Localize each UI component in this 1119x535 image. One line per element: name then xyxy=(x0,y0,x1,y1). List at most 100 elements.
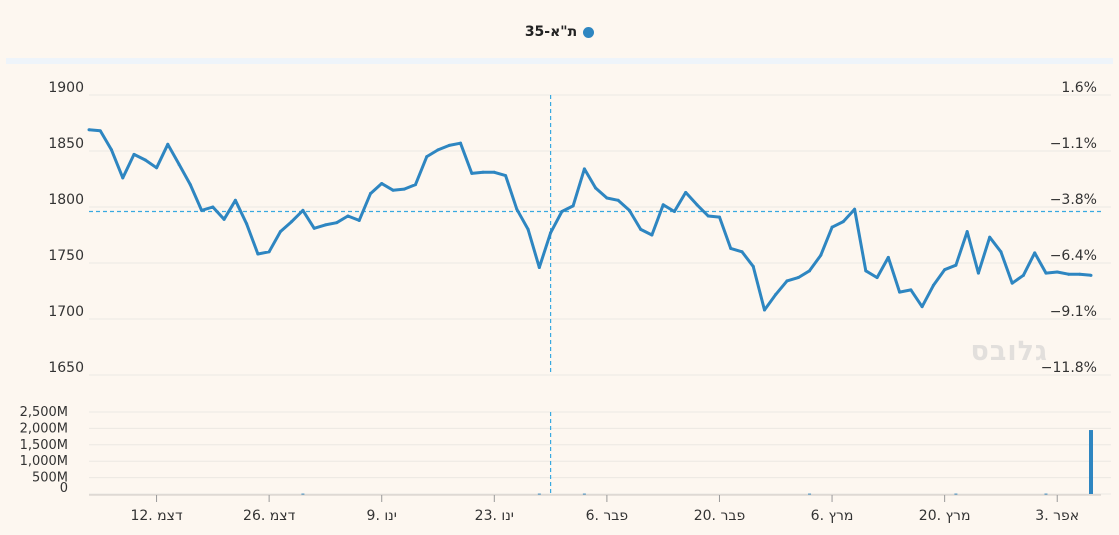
price-tick-label: 1900 xyxy=(48,80,84,96)
volume-bars xyxy=(301,430,1093,495)
date-tick-label: 3. אפר xyxy=(1035,508,1079,524)
legend-item[interactable]: ת"א-35 xyxy=(524,24,595,40)
price-point xyxy=(391,188,395,192)
price-point xyxy=(290,220,294,224)
price-point xyxy=(594,186,598,190)
volume-tick-label: 500M xyxy=(32,471,68,486)
volume-tick-label: 1,000M xyxy=(20,454,68,469)
price-point xyxy=(245,222,249,226)
price-point xyxy=(549,231,553,235)
price-point xyxy=(661,203,665,207)
price-point xyxy=(639,227,643,231)
volume-bar xyxy=(301,493,305,495)
price-point xyxy=(864,269,868,273)
price-point xyxy=(886,255,890,259)
price-point xyxy=(909,288,913,292)
price-point xyxy=(965,230,969,234)
date-tick-label: 26. דצמ xyxy=(243,508,296,524)
price-point xyxy=(954,263,958,267)
price-point xyxy=(1066,272,1070,276)
price-point xyxy=(729,246,733,250)
crosshair xyxy=(89,95,1101,494)
price-point xyxy=(650,233,654,237)
price-tick-label: 1750 xyxy=(48,248,84,264)
price-point xyxy=(335,221,339,225)
date-axis: 12. דצמ 26. דצמ 9. ינו 23. ינו 6. פבר 20. פבר… xyxy=(89,494,1101,524)
price-point xyxy=(684,190,688,194)
price-axis: 1900 1850 1800 1750 1700 1650 xyxy=(48,80,84,376)
percent-tick-label: −3.8% xyxy=(1050,192,1097,208)
volume-bar xyxy=(808,493,812,495)
price-point xyxy=(481,170,485,174)
price-point xyxy=(447,143,451,147)
date-tick-label: 9. ינו xyxy=(367,508,397,524)
price-point xyxy=(808,269,812,273)
price-point xyxy=(492,170,496,174)
grid-layer xyxy=(89,94,1111,495)
price-point xyxy=(898,290,902,294)
price-point xyxy=(819,253,823,257)
price-point xyxy=(200,208,204,212)
percent-tick-label: −6.4% xyxy=(1050,248,1097,264)
price-point xyxy=(841,220,845,224)
price-point xyxy=(98,129,102,133)
price-point xyxy=(346,214,350,218)
price-point xyxy=(582,167,586,171)
price-point xyxy=(470,171,474,175)
legend: ת"א-35 xyxy=(0,18,1119,46)
price-point xyxy=(931,283,935,287)
price-point xyxy=(121,176,125,180)
percent-tick-label: −11.8% xyxy=(1041,360,1097,376)
price-point xyxy=(256,252,260,256)
price-point xyxy=(976,271,980,275)
price-point xyxy=(537,265,541,269)
volume-bar xyxy=(582,493,586,495)
price-point xyxy=(357,218,361,222)
price-point xyxy=(1089,273,1093,277)
price-point xyxy=(278,230,282,234)
price-point xyxy=(830,225,834,229)
price-point xyxy=(504,174,508,178)
price-tick-label: 1700 xyxy=(48,304,84,320)
price-point xyxy=(1044,271,1048,275)
price-point xyxy=(672,209,676,213)
price-point xyxy=(188,183,192,187)
legend-label: ת"א-35 xyxy=(524,24,578,40)
price-point xyxy=(436,148,440,152)
date-tick-label: 23. ינו xyxy=(475,508,514,524)
price-point xyxy=(605,196,609,200)
price-point xyxy=(1078,272,1082,276)
price-point xyxy=(368,192,372,196)
price-point xyxy=(616,198,620,202)
volume-bar xyxy=(1044,493,1048,495)
price-point xyxy=(222,217,226,221)
price-point xyxy=(267,250,271,254)
price-point xyxy=(177,162,181,166)
percent-tick-label: 1.6% xyxy=(1061,80,1097,96)
price-point xyxy=(943,268,947,272)
price-point xyxy=(110,148,114,152)
volume-bar xyxy=(537,493,541,495)
price-point xyxy=(717,215,721,219)
price-point xyxy=(988,235,992,239)
price-point xyxy=(785,279,789,283)
volume-bar xyxy=(1089,430,1093,494)
price-point xyxy=(1033,251,1037,255)
price-point xyxy=(560,209,564,213)
percent-tick-label: −1.1% xyxy=(1050,136,1097,152)
price-tick-label: 1850 xyxy=(48,136,84,152)
globes-watermark-logo: גלובס xyxy=(970,336,1048,367)
price-point xyxy=(155,166,159,170)
price-point xyxy=(695,203,699,207)
percent-axis: 1.6% −1.1% −3.8% −6.4% −9.1% −11.8% xyxy=(1041,80,1097,376)
price-tick-label: 1650 xyxy=(48,360,84,376)
price-point xyxy=(526,227,530,231)
price-point xyxy=(627,208,631,212)
price-line xyxy=(88,128,1092,312)
price-point xyxy=(999,250,1003,254)
volume-tick-label: 1,500M xyxy=(20,438,68,453)
price-point xyxy=(323,223,327,227)
price-point xyxy=(751,264,755,268)
